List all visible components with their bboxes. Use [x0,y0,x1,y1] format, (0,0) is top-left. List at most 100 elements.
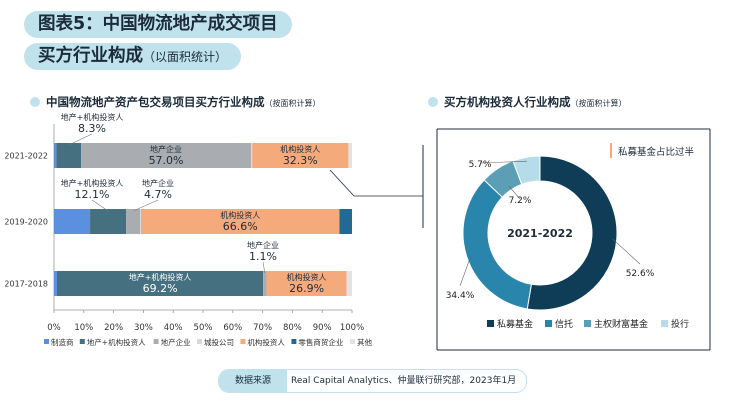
data-label-value: 69.2% [143,282,178,295]
legend-label: 地产企业 [161,337,191,347]
data-label-name: 地产企业 [247,240,279,250]
donut-slice [526,155,618,311]
slice-label: 34.4% [446,291,475,301]
leader-line [68,133,93,146]
data-label-value: 66.6% [223,220,258,233]
x-tick-label: 50% [194,323,213,333]
category-label: 2019-2020 [4,218,48,227]
callout-text: 私募基金占比过半 [618,146,694,158]
left-header-dot [30,97,40,107]
legend-swatch [487,320,494,327]
data-label-value: 26.9% [289,282,324,295]
legend-label: 机构投资人 [247,337,285,347]
data-label-name: 地产企业 [142,178,174,188]
callout-bar [610,143,612,158]
slice-leader-line [612,238,641,265]
donut-slice [512,155,541,185]
source-text: Real Capital Analytics、仲量联行研究部，2023年1月 [291,376,517,386]
data-label-value: 1.1% [249,250,277,263]
data-label-value: 4.7% [144,188,172,201]
legend-swatch [350,339,355,344]
bar-segment [263,271,267,296]
right-header-note: （按面积计算） [570,99,627,108]
x-tick-label: 100% [340,323,364,333]
legend-swatch [291,339,297,344]
bar-segment [141,209,340,234]
legend-label: 地产+机构投资人 [87,337,146,347]
donut-center-label: 2021-2022 [507,227,573,240]
legend-label: 私募基金 [497,318,533,330]
legend-label: 其他 [357,337,372,347]
legend-label: 制造商 [51,337,74,347]
legend-label: 投行 [671,318,689,330]
legend-swatch [240,339,246,344]
data-label-name: 地产+机构投资人 [61,178,124,188]
leader-line [91,199,109,212]
leader-line [262,261,266,274]
bar-segment [81,143,251,168]
title-line-2: 买方行业构成（以面积统计） [24,43,242,70]
source-box: 数据来源 Real Capital Analytics、仲量联行研究部，2023… [218,369,527,393]
left-header-title: 中国物流地产资产包交易项目买方行业构成 [46,95,265,109]
data-label-value: 8.3% [78,122,106,135]
x-tick-label: 60% [223,323,242,333]
slice-leader-line [479,160,527,164]
legend-swatch [584,320,591,327]
title-line-1: 图表5：中国物流地产成交项目 [24,11,292,38]
bar-segment [54,143,57,168]
x-tick-label: 30% [134,323,153,333]
bar-segment [90,209,127,234]
legend-swatch [79,339,85,344]
data-label-name: 地产企业 [150,144,182,154]
left-header-note: （按面积计算） [264,99,321,108]
bar-segment [252,143,349,168]
bar-segment [54,209,91,234]
bar-segment [346,271,352,296]
legend-swatch [545,320,552,327]
data-label-name: 地产+机构投资人 [129,272,192,282]
bar-segment [266,271,347,296]
data-label-value: 57.0% [149,154,184,167]
left-chart-header: 中国物流地产资产包交易项目买方行业构成（按面积计算） [30,94,321,110]
right-header-dot [428,97,438,107]
right-header-title: 买方机构投资人行业构成 [444,95,571,109]
bar-segment [56,143,82,168]
title-text-1: 图表5：中国物流地产成交项目 [38,14,278,34]
legend-swatch [153,339,159,344]
legend-label: 零售商贸企业 [298,337,343,347]
slice-label: 5.7% [469,160,492,170]
legend-swatch [44,339,49,344]
right-chart-header: 买方机构投资人行业构成（按面积计算） [428,94,627,110]
legend-label: 信托 [555,318,573,330]
legend-swatch [197,339,202,344]
data-label-name: 机构投资人 [280,144,320,154]
data-label-value: 32.3% [283,154,318,167]
data-label-name: 机构投资人 [220,210,260,220]
legend-label: 主权财富基金 [594,318,648,330]
x-tick-label: 70% [253,323,272,333]
bar-segment [250,143,253,168]
slice-leader-line [459,256,472,287]
slice-leader-line [508,186,521,200]
bar-segment [348,143,352,168]
x-tick-label: 10% [74,323,93,333]
source-label: 数据来源 [219,370,287,392]
title-text-2: 买方行业构成 [38,46,143,66]
slice-label: 52.6% [626,269,655,279]
bar-segment [140,209,142,234]
data-label-name: 机构投资人 [287,272,327,282]
connector-line-tail [329,169,355,197]
bar-segment [56,271,264,296]
category-label: 2017-2018 [4,280,48,289]
category-label: 2021-2022 [4,152,48,161]
legend-label: 城投公司 [204,337,234,347]
x-tick-label: 0% [47,323,61,333]
x-tick-label: 40% [164,323,183,333]
bar-segment [126,209,141,234]
data-label-value: 12.1% [75,188,110,201]
x-tick-label: 90% [313,323,332,333]
legend-swatch [661,320,668,327]
leader-line [132,199,159,212]
